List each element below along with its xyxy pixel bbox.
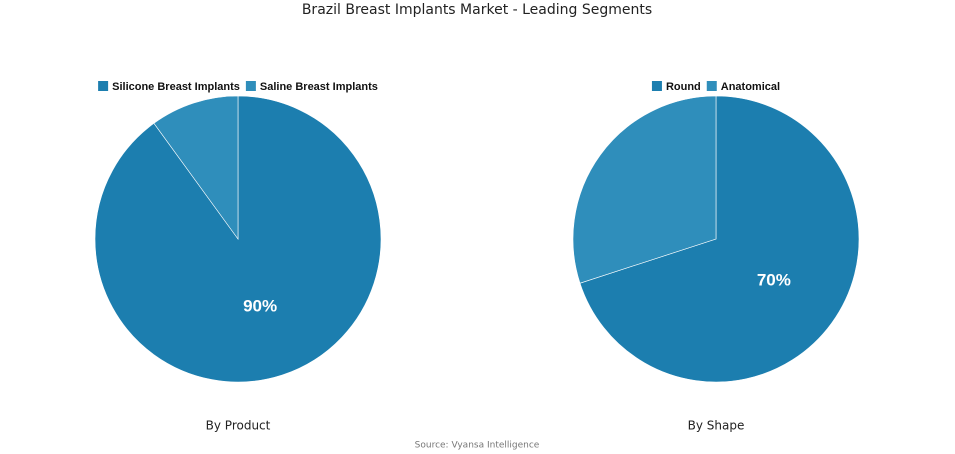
legend-label: Silicone Breast Implants bbox=[112, 81, 240, 93]
page-title: Brazil Breast Implants Market - Leading … bbox=[302, 2, 652, 18]
pie-slice bbox=[153, 95, 239, 240]
slice-label: 70% bbox=[757, 271, 791, 290]
legend-swatch bbox=[98, 81, 109, 91]
legend: Round Anatomical bbox=[651, 81, 780, 93]
legend-label: Anatomical bbox=[721, 81, 780, 93]
legend-swatch bbox=[706, 81, 717, 91]
chart-title: By Product bbox=[206, 419, 271, 433]
legend: Silicone Breast Implants Saline Breast Im… bbox=[98, 81, 378, 93]
pie-slice bbox=[572, 95, 717, 284]
legend-label: Round bbox=[666, 81, 701, 93]
source: Source: Vyansa Intelligence bbox=[415, 441, 540, 451]
legend-label: Saline Breast Implants bbox=[260, 81, 378, 93]
chart-title: By Shape bbox=[688, 419, 745, 433]
pie-slice bbox=[579, 95, 860, 383]
legend-swatch bbox=[651, 81, 662, 91]
slice-label: 90% bbox=[243, 296, 277, 315]
legend-swatch bbox=[245, 81, 256, 91]
